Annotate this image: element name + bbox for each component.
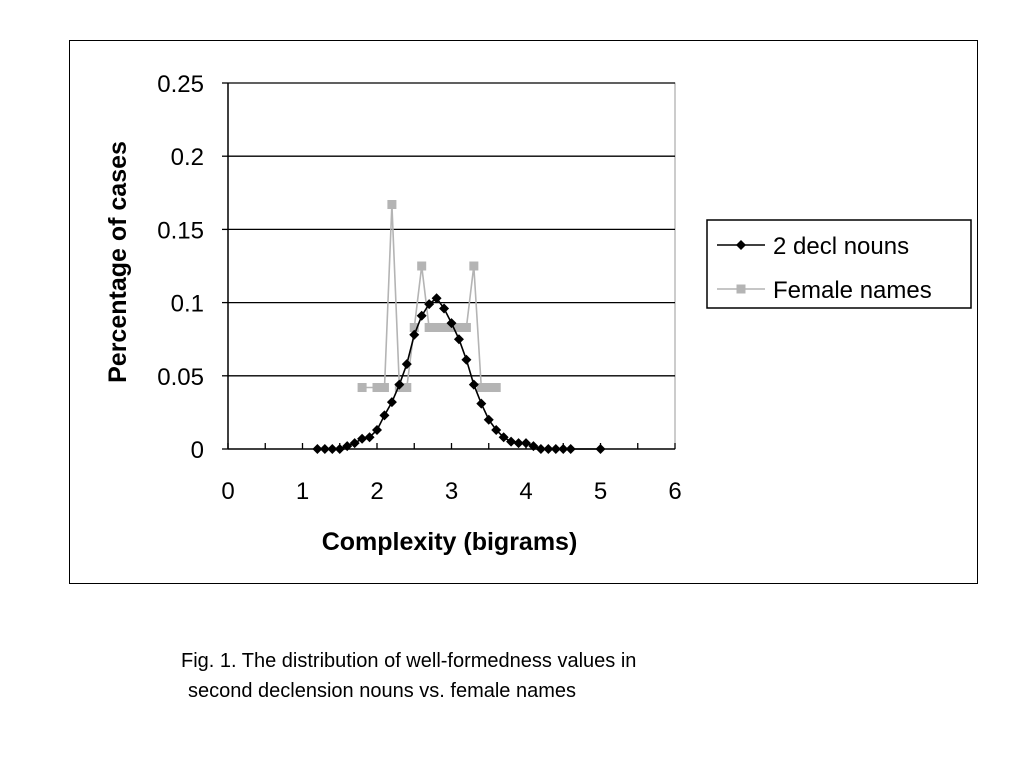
data-point-female-names bbox=[402, 383, 412, 393]
series-line-female-names bbox=[362, 204, 497, 389]
series-line-decl-nouns bbox=[317, 297, 601, 450]
data-point-female-names bbox=[379, 383, 389, 393]
figure-caption: Fig. 1. The distribution of well-formedn… bbox=[181, 646, 636, 706]
data-point-female-names bbox=[417, 261, 427, 271]
data-point-decl-nouns bbox=[431, 293, 442, 304]
data-point-decl-nouns bbox=[446, 318, 457, 329]
data-point-decl-nouns bbox=[528, 441, 539, 452]
data-point-female-names bbox=[476, 383, 486, 393]
legend-label: 2 decl nouns bbox=[773, 233, 909, 260]
data-point-decl-nouns bbox=[498, 432, 509, 443]
legend-marker-diamond bbox=[736, 240, 746, 250]
legend-label: Female names bbox=[773, 277, 932, 304]
data-point-decl-nouns bbox=[327, 444, 338, 454]
x-tick-label: 1 bbox=[296, 478, 309, 505]
data-point-female-names bbox=[372, 383, 382, 393]
data-point-decl-nouns bbox=[312, 444, 323, 454]
y-axis-title: Percentage of cases bbox=[104, 141, 132, 383]
data-point-decl-nouns bbox=[453, 334, 464, 345]
legend bbox=[706, 219, 972, 309]
y-tick-label: 0 bbox=[191, 437, 204, 464]
data-point-female-names bbox=[461, 322, 471, 332]
data-point-decl-nouns bbox=[401, 359, 412, 370]
data-point-decl-nouns bbox=[550, 444, 561, 454]
data-point-decl-nouns bbox=[364, 432, 375, 443]
data-point-decl-nouns bbox=[491, 424, 502, 435]
x-tick-label: 4 bbox=[519, 478, 532, 505]
x-tick-label: 0 bbox=[221, 478, 234, 505]
x-axis-title: Complexity (bigrams) bbox=[322, 528, 578, 556]
legend-marker-square bbox=[736, 284, 746, 294]
y-tick-label: 0.15 bbox=[157, 217, 204, 244]
chart: 0 0.05 0.1 0.15 0.2 0.25 0 1 2 3 4 5 6 Complexity (bi… bbox=[104, 71, 972, 556]
caption-line-2: second declension nouns vs. female names bbox=[188, 680, 577, 702]
data-point-female-names bbox=[357, 383, 367, 393]
data-point-female-names bbox=[484, 383, 494, 393]
y-tick-label: 0.05 bbox=[157, 364, 204, 391]
data-point-decl-nouns bbox=[558, 444, 569, 454]
data-point-female-names bbox=[387, 200, 397, 210]
data-point-decl-nouns bbox=[461, 354, 472, 365]
chart-frame bbox=[69, 40, 978, 584]
data-point-decl-nouns bbox=[394, 379, 405, 390]
data-point-decl-nouns bbox=[565, 444, 576, 454]
x-tick-label: 2 bbox=[370, 478, 383, 505]
data-point-decl-nouns bbox=[349, 438, 360, 449]
x-tick-label: 6 bbox=[668, 478, 681, 505]
data-point-decl-nouns bbox=[334, 444, 345, 454]
data-point-decl-nouns bbox=[409, 329, 420, 340]
data-point-decl-nouns bbox=[342, 441, 353, 452]
caption-line-1: Fig. 1. The distribution of well-formedn… bbox=[181, 650, 637, 672]
data-point-decl-nouns bbox=[595, 444, 606, 454]
data-point-decl-nouns bbox=[357, 433, 368, 444]
data-point-decl-nouns bbox=[416, 310, 427, 321]
data-point-decl-nouns bbox=[372, 424, 382, 435]
y-tick-label: 0.2 bbox=[171, 144, 204, 171]
data-point-decl-nouns bbox=[379, 410, 390, 421]
data-point-female-names bbox=[491, 383, 501, 393]
data-point-decl-nouns bbox=[386, 397, 397, 408]
data-point-female-names bbox=[439, 322, 449, 332]
data-point-female-names bbox=[409, 322, 419, 332]
data-point-decl-nouns bbox=[543, 444, 554, 454]
data-point-female-names bbox=[432, 322, 442, 332]
data-point-decl-nouns bbox=[506, 436, 517, 447]
plot-area bbox=[227, 82, 676, 450]
data-point-decl-nouns bbox=[439, 303, 450, 314]
data-point-decl-nouns bbox=[424, 299, 435, 310]
y-tick-label: 0.25 bbox=[157, 71, 204, 98]
x-tick-label: 5 bbox=[594, 478, 607, 505]
data-point-female-names bbox=[469, 261, 479, 271]
data-point-decl-nouns bbox=[483, 414, 494, 425]
data-point-decl-nouns bbox=[319, 444, 330, 454]
data-point-decl-nouns bbox=[468, 379, 479, 390]
y-tick-label: 0.1 bbox=[171, 291, 204, 318]
data-point-female-names bbox=[454, 322, 464, 332]
data-point-decl-nouns bbox=[521, 438, 531, 449]
data-point-decl-nouns bbox=[535, 444, 546, 454]
x-tick-label: 3 bbox=[445, 478, 458, 505]
data-point-decl-nouns bbox=[513, 438, 524, 449]
data-point-decl-nouns bbox=[476, 398, 487, 409]
data-point-female-names bbox=[424, 322, 434, 332]
